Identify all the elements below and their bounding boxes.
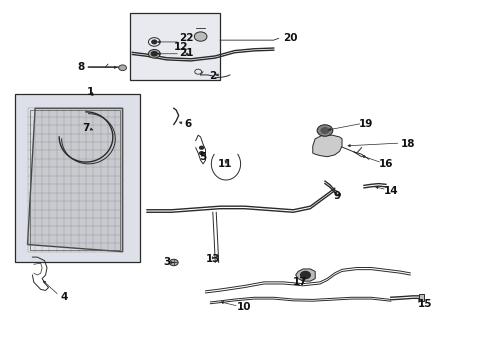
Text: 4: 4 bbox=[61, 292, 68, 302]
Circle shape bbox=[148, 49, 160, 58]
Circle shape bbox=[151, 51, 157, 56]
Text: 10: 10 bbox=[237, 302, 251, 312]
Circle shape bbox=[119, 65, 126, 71]
Polygon shape bbox=[312, 135, 341, 157]
Text: 7: 7 bbox=[82, 123, 89, 133]
Text: 11: 11 bbox=[217, 159, 232, 169]
Text: 3: 3 bbox=[163, 257, 170, 267]
Text: 22: 22 bbox=[179, 33, 193, 43]
Text: 2: 2 bbox=[209, 71, 216, 81]
Polygon shape bbox=[295, 269, 315, 281]
Text: 9: 9 bbox=[333, 191, 340, 201]
Text: 18: 18 bbox=[400, 139, 414, 149]
Text: 15: 15 bbox=[417, 299, 431, 309]
Text: 1: 1 bbox=[87, 87, 94, 97]
Text: 21: 21 bbox=[179, 48, 193, 58]
Text: 12: 12 bbox=[174, 42, 188, 52]
Bar bbox=[130, 13, 220, 80]
Circle shape bbox=[169, 259, 178, 266]
Text: 16: 16 bbox=[378, 159, 392, 169]
Circle shape bbox=[317, 125, 332, 136]
Text: 17: 17 bbox=[293, 277, 307, 287]
Circle shape bbox=[300, 271, 310, 279]
Circle shape bbox=[199, 152, 203, 154]
Text: 14: 14 bbox=[383, 186, 397, 196]
Text: 19: 19 bbox=[359, 120, 373, 129]
Text: 13: 13 bbox=[205, 254, 220, 264]
Bar bbox=[418, 294, 424, 301]
Circle shape bbox=[199, 146, 203, 149]
Circle shape bbox=[152, 40, 157, 44]
Text: 20: 20 bbox=[283, 33, 298, 43]
Bar bbox=[30, 110, 120, 250]
Circle shape bbox=[194, 32, 206, 41]
Polygon shape bbox=[27, 108, 122, 252]
Text: 6: 6 bbox=[184, 120, 192, 129]
Text: 8: 8 bbox=[78, 62, 84, 72]
Bar bbox=[15, 94, 140, 262]
Text: 5: 5 bbox=[199, 152, 206, 162]
Circle shape bbox=[321, 128, 328, 134]
